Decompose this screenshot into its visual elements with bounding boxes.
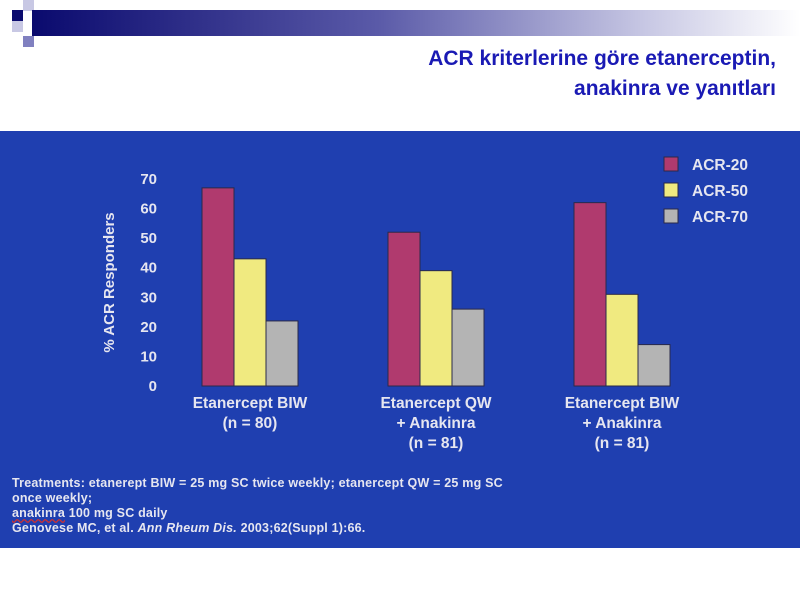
y-axis-label: % ACR Responders xyxy=(101,212,118,352)
y-tick-label: 30 xyxy=(140,289,157,306)
y-tick-label: 20 xyxy=(140,319,157,336)
citation-details: 2003;62(Suppl 1):66. xyxy=(236,521,366,535)
footnote: Treatments: etanerept BIW = 25 mg SC twi… xyxy=(12,476,503,536)
footnote-anakinra: anakinra xyxy=(12,506,66,520)
legend-swatch xyxy=(663,182,679,198)
x-category-label: Etanercept QW xyxy=(380,395,491,412)
footnote-line: Treatments: etanerept BIW = 25 mg SC twi… xyxy=(12,476,503,490)
bar-acr-50 xyxy=(233,258,267,387)
y-tick-label: 50 xyxy=(140,230,157,247)
y-tick-label: 0 xyxy=(149,378,157,395)
slide-title: ACR kriterlerine göre etanerceptin, anak… xyxy=(176,44,776,104)
chart-panel: 0 10 20 30 40 50 60 70 % ACR Responders Etanercep… xyxy=(0,131,800,548)
bar-acr-50 xyxy=(419,270,453,387)
bar-acr-50 xyxy=(605,293,639,387)
bar-acr-20 xyxy=(201,187,235,387)
decor-square xyxy=(12,10,23,21)
y-tick-label: 10 xyxy=(140,348,157,365)
y-tick-label: 40 xyxy=(140,260,157,277)
footnote-line: anakinra 100 mg SC daily xyxy=(12,506,503,521)
legend-label: ACR-70 xyxy=(692,209,748,226)
footnote-text: 100 mg SC daily xyxy=(65,506,168,520)
x-category-label: (n = 80) xyxy=(223,415,278,432)
bar-chart: 0 10 20 30 40 50 60 70 % ACR Responders Etanercep… xyxy=(101,156,748,452)
legend-swatch xyxy=(663,208,679,224)
decor-square xyxy=(12,21,23,32)
footnote-line: once weekly; xyxy=(12,491,93,505)
slide-title-line2: anakinra ve yanıtları xyxy=(574,77,776,100)
decor-square xyxy=(23,36,34,47)
x-category-label: (n = 81) xyxy=(409,435,464,452)
x-category-label: Etanercept BIW xyxy=(565,395,680,412)
bar-acr-70 xyxy=(451,308,485,387)
y-tick-label: 70 xyxy=(140,171,157,188)
legend-label: ACR-50 xyxy=(692,183,748,200)
legend-swatch xyxy=(663,156,679,172)
bar-acr-20 xyxy=(387,231,421,387)
x-category-label: + Anakinra xyxy=(396,415,475,432)
bar-acr-70 xyxy=(637,344,671,387)
bar-acr-20 xyxy=(573,202,607,387)
decor-square xyxy=(23,0,34,11)
y-tick-label: 60 xyxy=(140,201,157,218)
x-category-label: + Anakinra xyxy=(582,415,661,432)
x-category-label: Etanercept BIW xyxy=(193,395,308,412)
bar-acr-70 xyxy=(265,320,299,387)
header-gradient-bar xyxy=(32,10,800,36)
citation-journal: Ann Rheum Dis. xyxy=(137,521,237,535)
footnote-citation: Genovese MC, et al. Ann Rheum Dis. 2003;… xyxy=(12,521,503,536)
legend-label: ACR-20 xyxy=(692,157,748,174)
x-category-label: (n = 81) xyxy=(595,435,650,452)
slide-title-line1: ACR kriterlerine göre etanerceptin, xyxy=(428,47,776,70)
citation-authors: Genovese MC, et al. xyxy=(12,521,138,535)
